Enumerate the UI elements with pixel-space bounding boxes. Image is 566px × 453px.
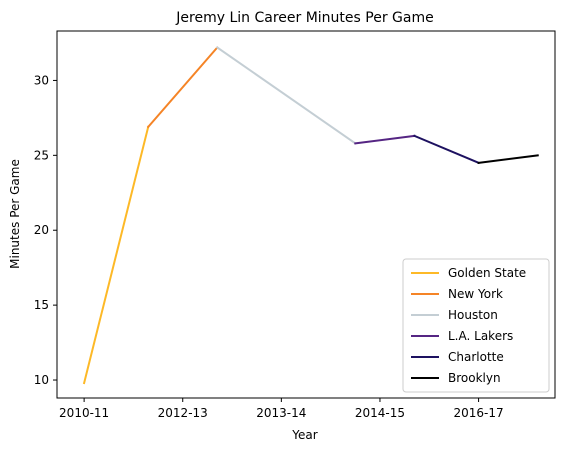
- legend-label-3: Houston: [448, 308, 498, 322]
- chart-title: Jeremy Lin Career Minutes Per Game: [175, 10, 433, 26]
- y-tick-label-2: 15: [34, 298, 49, 312]
- x-tick-label-4: 2014-15: [355, 406, 405, 420]
- x-axis-label: Year: [291, 428, 317, 442]
- x-axis: 2010-11 2012-13 2013-14 2014-15 2016-17: [59, 398, 504, 420]
- legend-label-5: Charlotte: [448, 350, 504, 364]
- legend-label-2: New York: [448, 287, 503, 301]
- series-line-3: [215, 46, 357, 145]
- series-line-6: [477, 154, 539, 164]
- series-line-1: [82, 125, 150, 385]
- y-tick-label-4: 25: [34, 148, 49, 162]
- y-tick-label-1: 10: [34, 373, 49, 387]
- legend-label-6: Brooklyn: [448, 371, 501, 385]
- series-line-5: [413, 134, 480, 165]
- legend-label-1: Golden State: [448, 266, 526, 280]
- y-tick-label-5: 30: [34, 73, 49, 87]
- legend-label-4: L.A. Lakers: [448, 329, 513, 343]
- series-line-2: [146, 46, 219, 129]
- y-axis: 10 15 20 25 30: [34, 73, 57, 387]
- legend: Golden State New York Houston L.A. Lakers Ch…: [402, 258, 550, 393]
- y-tick-label-3: 20: [34, 223, 49, 237]
- series-lines: [82, 46, 539, 385]
- legend-frame: [402, 258, 550, 393]
- series-line-4: [354, 134, 416, 145]
- x-tick-label-2: 2012-13: [158, 406, 208, 420]
- y-axis-label: Minutes Per Game: [8, 159, 22, 269]
- x-tick-label-1: 2010-11: [59, 406, 109, 420]
- plot-frame: [56, 30, 556, 399]
- x-tick-label-5: 2016-17: [454, 406, 504, 420]
- x-tick-label-3: 2013-14: [256, 406, 306, 420]
